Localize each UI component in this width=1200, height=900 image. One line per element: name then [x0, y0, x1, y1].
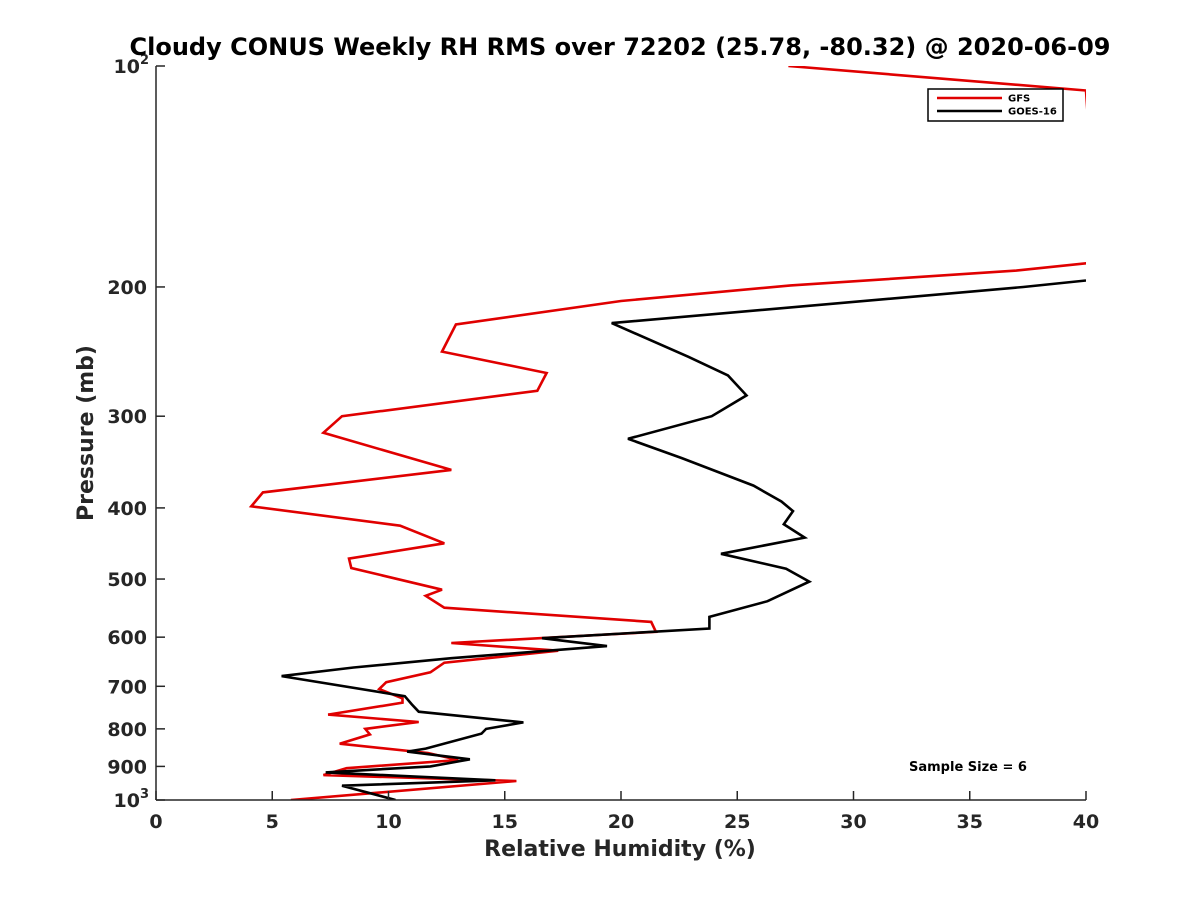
y-axis-label: Pressure (mb) — [74, 345, 99, 521]
y-tick-label: 600 — [107, 627, 147, 649]
plot-area: 0 5 10 15 20 25 30 35 40 102 200 300 400 500 600 700 80… — [107, 53, 1099, 833]
y-ticks: 102 200 300 400 500 600 700 800 900 103 — [107, 53, 165, 812]
x-tick-label: 0 — [149, 811, 162, 833]
series-line-gfs — [248, 66, 1086, 800]
y-tick-label: 102 — [114, 53, 150, 78]
x-tick-label: 15 — [492, 811, 518, 833]
legend-goes16-label: GOES-16 — [1008, 107, 1057, 118]
y-tick-label: 500 — [107, 569, 147, 591]
y-tick-label: 103 — [114, 787, 150, 812]
y-tick-label: 800 — [107, 719, 147, 741]
y-tick-label: 900 — [107, 756, 147, 778]
x-tick-label: 5 — [266, 811, 279, 833]
sample-size-annotation: Sample Size = 6 — [909, 760, 1027, 775]
legend: GFS GOES-16 — [927, 88, 1064, 122]
x-tick-label: 40 — [1073, 811, 1099, 833]
x-axis-label: Relative Humidity (%) — [484, 837, 756, 862]
legend-box — [927, 88, 1064, 122]
y-tick-label: 700 — [107, 676, 147, 698]
axes-layer: 0 5 10 15 20 25 30 35 40 102 200 300 400 500 600 700 80… — [107, 53, 1099, 833]
x-tick-label: 35 — [957, 811, 983, 833]
series-line-goes16 — [281, 279, 1086, 800]
y-tick-label: 200 — [107, 277, 147, 299]
y-tick-label: 300 — [107, 406, 147, 428]
legend-gfs-label: GFS — [1008, 94, 1030, 105]
x-ticks: 0 5 10 15 20 25 30 35 40 — [149, 791, 1099, 833]
series-layer — [248, 66, 1086, 800]
chart-title: Cloudy CONUS Weekly RH RMS over 72202 (2… — [130, 33, 1111, 61]
x-tick-label: 30 — [840, 811, 866, 833]
y-tick-label: 400 — [107, 498, 147, 520]
x-tick-label: 25 — [724, 811, 750, 833]
x-tick-label: 10 — [375, 811, 401, 833]
x-tick-label: 20 — [608, 811, 634, 833]
